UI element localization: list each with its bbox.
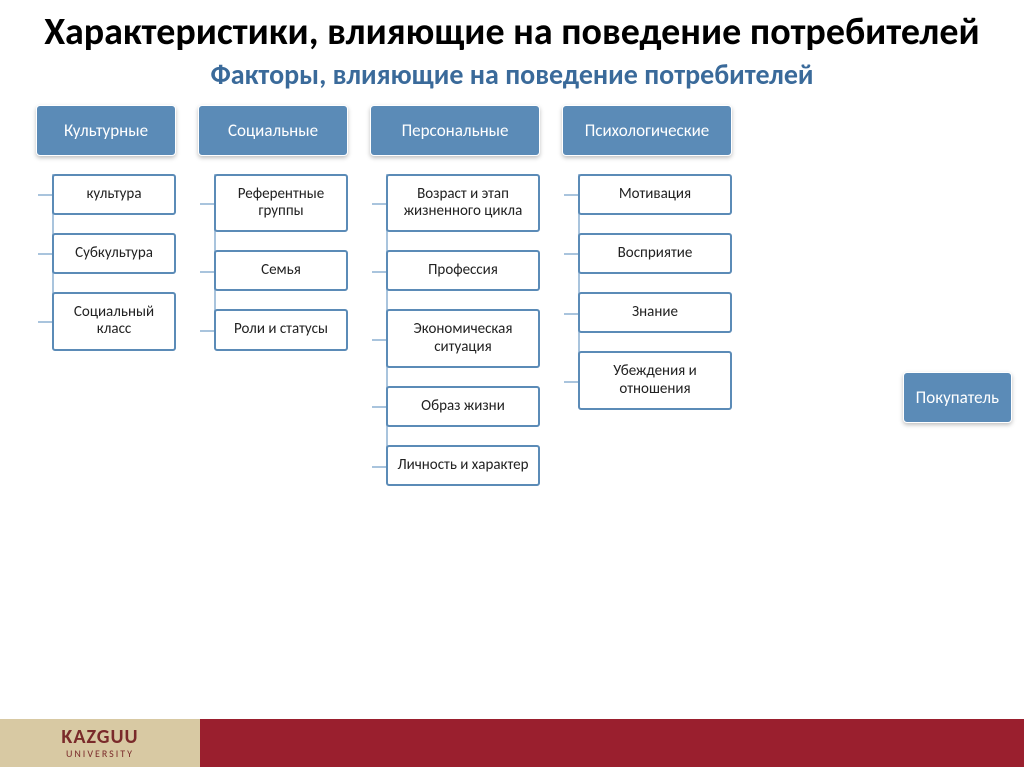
item-list: культура Субкультура Социальный класс — [52, 174, 176, 351]
column-header: Социальные — [198, 105, 348, 156]
item-box: Субкультура — [52, 233, 176, 274]
footer-logo-line1: KAZGUU — [61, 727, 138, 747]
slide: Характеристики, влияющие на поведение по… — [0, 0, 1024, 767]
item-box: Роли и статусы — [214, 309, 348, 350]
item-box: Восприятие — [578, 233, 732, 274]
slide-subtitle: Факторы, влияющие на поведение потребите… — [24, 60, 1000, 91]
item-box: Убеждения и отношения — [578, 351, 732, 410]
footer-logo: KAZGUU UNIVERSITY — [0, 719, 200, 767]
column-header: Культурные — [36, 105, 176, 156]
item-box: Личность и характер — [386, 445, 540, 486]
item-box: Экономическая ситуация — [386, 309, 540, 368]
column: Психологические Мотивация Восприятие Знание… — [562, 105, 732, 410]
item-box: Знание — [578, 292, 732, 333]
footer-logo-line2: UNIVERSITY — [66, 749, 134, 759]
item-box: культура — [52, 174, 176, 215]
diagram-columns: Культурные культура Субкультура Социальный … — [24, 105, 1000, 487]
item-box: Социальный класс — [52, 292, 176, 351]
column: Социальные Референтные группы Семья Роли и … — [198, 105, 348, 351]
column-header: Персональные — [370, 105, 540, 156]
item-box: Образ жизни — [386, 386, 540, 427]
footer-bar — [200, 719, 1024, 767]
column-header: Психологические — [562, 105, 732, 156]
item-box: Мотивация — [578, 174, 732, 215]
item-box: Профессия — [386, 250, 540, 291]
item-box: Референтные группы — [214, 174, 348, 233]
item-list: Мотивация Восприятие Знание Убеждения и отн… — [578, 174, 732, 410]
footer: KAZGUU UNIVERSITY — [0, 719, 1024, 767]
item-list: Референтные группы Семья Роли и статусы — [214, 174, 348, 351]
column: Культурные культура Субкультура Социальный … — [36, 105, 176, 351]
slide-title: Характеристики, влияющие на поведение по… — [24, 12, 1000, 54]
item-box: Возраст и этап жизненного цикла — [386, 174, 540, 233]
item-box: Семья — [214, 250, 348, 291]
column: Персональные Возраст и этап жизненного ци… — [370, 105, 540, 487]
buyer-box: Покупатель — [903, 372, 1012, 423]
item-list: Возраст и этап жизненного цикла Профессия… — [386, 174, 540, 487]
